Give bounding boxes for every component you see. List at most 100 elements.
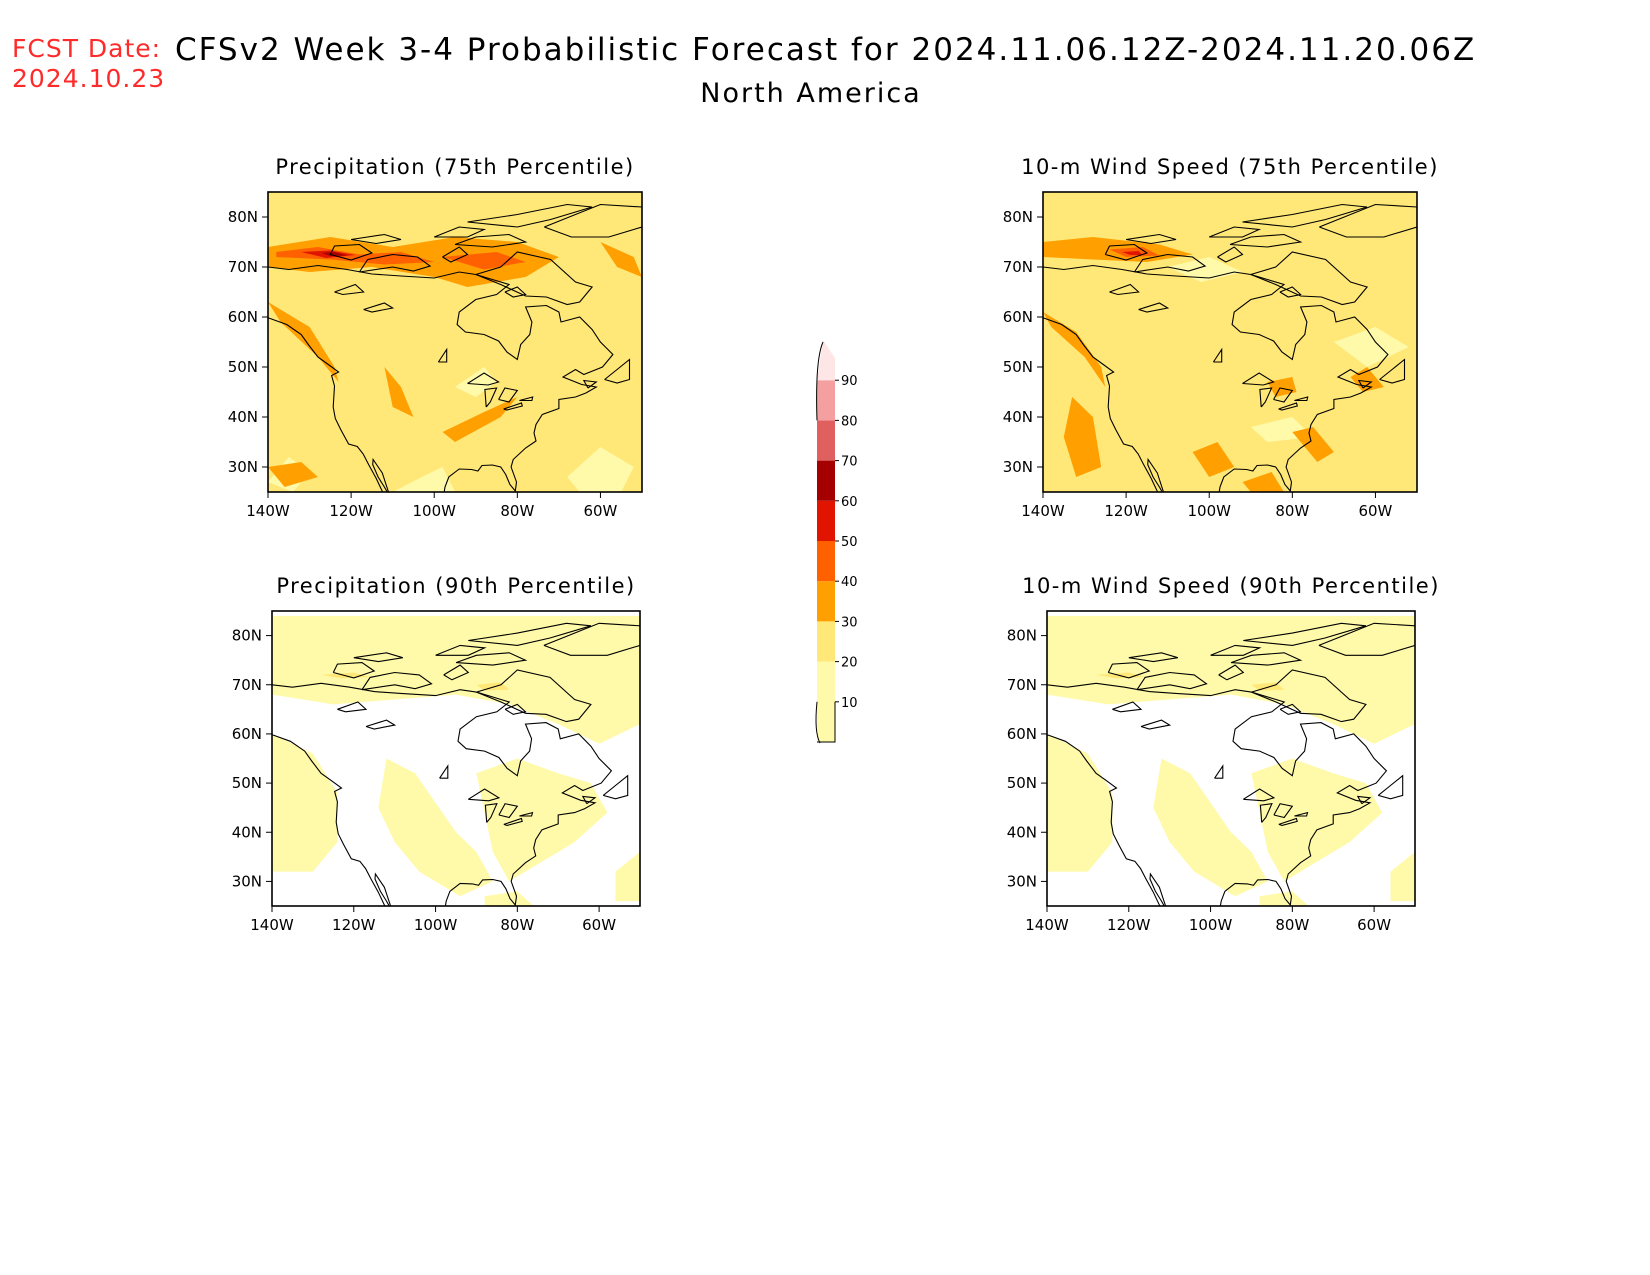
island-outline — [1279, 286, 1302, 298]
lake-outline — [1259, 803, 1273, 823]
probability-region — [378, 758, 493, 897]
lake-outline — [484, 387, 498, 408]
island-outline — [1104, 243, 1149, 261]
lake-outline — [503, 817, 523, 826]
probability-region — [384, 367, 414, 417]
fcst-date-value: 2024.10.23 — [12, 64, 166, 93]
island-outline — [1208, 226, 1262, 238]
lat-tick-label: 70N — [1007, 676, 1037, 694]
probability-region — [1251, 758, 1383, 882]
island-outline — [581, 795, 597, 805]
island-outline — [1136, 671, 1208, 691]
probability-region — [567, 447, 634, 492]
fcst-date-label: FCST Date: — [12, 34, 162, 63]
map-fill — [268, 192, 642, 492]
coastlines — [1043, 203, 1417, 492]
lon-tick-label: 100W — [1189, 916, 1233, 934]
lake-outline — [1109, 283, 1140, 296]
probability-region — [1242, 472, 1284, 492]
colorbar-edge — [815, 701, 821, 744]
probability-region — [268, 462, 318, 487]
island-outline — [1379, 358, 1406, 384]
lake-outline — [468, 788, 501, 802]
island-outline — [1250, 251, 1369, 306]
island-outline — [433, 226, 487, 238]
lake-outline — [363, 302, 395, 313]
island-outline — [455, 652, 528, 666]
probability-region — [1192, 442, 1235, 477]
island-outline — [1229, 233, 1303, 248]
colorbar-label: 20 — [841, 656, 858, 671]
lon-tick-label: 100W — [412, 502, 456, 520]
lon-tick-label: 60W — [1357, 916, 1391, 934]
lat-tick-label: 30N — [228, 458, 258, 476]
panels-layer: Precipitation (75th Percentile)140W 120W 1… — [228, 155, 1439, 934]
island-outline — [1230, 652, 1303, 666]
lat-tick-label: 60N — [1003, 308, 1033, 326]
map-panel-precip90: Precipitation (90th Percentile) 140W 120W 1… — [232, 574, 641, 934]
lon-tick-label: 60W — [582, 916, 616, 934]
probability-region — [1063, 397, 1102, 477]
lake-outline — [1273, 803, 1294, 819]
page-title: CFSv2 Week 3-4 Probabilistic Forecast fo… — [175, 32, 1477, 68]
lake-outline — [437, 347, 448, 363]
lat-tick-label: 40N — [228, 408, 258, 426]
lat-tick-label: 80N — [232, 627, 262, 645]
lon-tick-label: 140W — [250, 916, 294, 934]
probability-region — [1390, 851, 1415, 902]
lake-outline — [498, 387, 519, 403]
lat-tick-label: 80N — [1003, 208, 1033, 226]
colorbar-swatch — [817, 460, 835, 501]
lake-outline — [1278, 402, 1298, 411]
island-outline — [602, 774, 629, 800]
island-outline — [353, 652, 403, 663]
lake-outline — [334, 283, 365, 296]
island-outline — [544, 203, 642, 238]
island-outline — [442, 246, 469, 263]
probability-region — [1047, 615, 1415, 744]
colorbar-label: 10 — [841, 696, 858, 711]
island-outline — [358, 253, 432, 273]
lon-tick-label: 80W — [500, 502, 534, 520]
colorbar-swatch — [817, 340, 835, 381]
lon-tick-label: 120W — [1104, 502, 1148, 520]
probability-region — [476, 758, 608, 882]
lake-outline — [484, 803, 498, 823]
island-outline — [1126, 233, 1177, 245]
probability-region — [1292, 427, 1334, 462]
lon-tick-label: 120W — [1107, 916, 1151, 934]
east-coastline — [272, 682, 613, 906]
lat-tick-label: 50N — [1003, 358, 1033, 376]
probability-region — [1267, 377, 1297, 397]
lat-tick-label: 70N — [1003, 258, 1033, 276]
lake-outline — [519, 811, 534, 817]
lat-tick-label: 40N — [232, 823, 262, 841]
lat-tick-label: 70N — [228, 258, 258, 276]
island-outline — [1218, 664, 1245, 681]
probability-region — [484, 891, 534, 906]
lon-tick-label: 140W — [1025, 916, 1069, 934]
lake-outline — [1140, 719, 1172, 730]
colorbar-swatch — [817, 661, 835, 742]
island-outline — [467, 203, 593, 228]
colorbar-swatch — [817, 500, 835, 541]
lat-tick-label: 30N — [1003, 458, 1033, 476]
island-outline — [476, 669, 592, 723]
island-outline — [1128, 652, 1178, 663]
island-outline — [543, 622, 640, 656]
probability-region — [1043, 312, 1106, 387]
island-outline — [604, 358, 631, 384]
lat-tick-label: 50N — [228, 358, 258, 376]
lake-outline — [503, 402, 523, 411]
map-frame — [271, 610, 641, 907]
west-coastline — [272, 734, 392, 906]
lat-tick-label: 70N — [232, 676, 262, 694]
probability-region — [272, 733, 338, 872]
region-subtitle: North America — [0, 78, 1650, 109]
lon-tick-label: 120W — [329, 502, 373, 520]
island-outline — [1242, 203, 1368, 228]
probability-region — [615, 851, 640, 902]
lake-outline — [1278, 817, 1298, 826]
island-outline — [1356, 795, 1372, 805]
lake-outline — [1112, 701, 1143, 713]
